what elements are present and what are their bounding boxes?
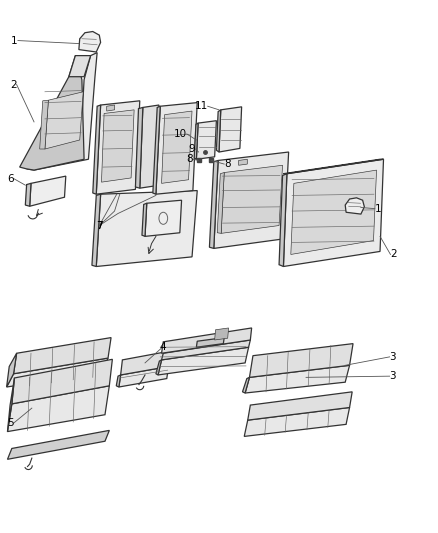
Polygon shape	[156, 103, 197, 194]
Text: 7: 7	[96, 221, 102, 231]
Polygon shape	[245, 365, 350, 393]
Text: 6: 6	[7, 174, 14, 183]
Polygon shape	[96, 101, 140, 194]
Polygon shape	[93, 105, 101, 194]
Text: 1: 1	[11, 36, 18, 45]
Polygon shape	[7, 358, 108, 387]
Polygon shape	[216, 110, 221, 152]
Polygon shape	[102, 110, 134, 182]
Polygon shape	[153, 106, 160, 194]
Polygon shape	[96, 191, 197, 266]
Polygon shape	[291, 170, 377, 254]
Text: 1: 1	[375, 204, 381, 214]
Polygon shape	[250, 344, 353, 377]
Polygon shape	[92, 194, 101, 266]
Polygon shape	[27, 53, 97, 170]
Text: 5: 5	[7, 418, 14, 428]
Polygon shape	[283, 159, 384, 266]
Polygon shape	[243, 377, 250, 393]
Polygon shape	[162, 340, 251, 360]
Polygon shape	[40, 100, 48, 149]
Polygon shape	[45, 92, 83, 149]
Text: 2: 2	[391, 249, 397, 260]
Polygon shape	[345, 198, 364, 214]
Polygon shape	[217, 173, 224, 233]
Polygon shape	[120, 351, 171, 375]
Text: 2: 2	[10, 79, 17, 90]
Polygon shape	[14, 337, 111, 374]
Text: 9: 9	[189, 144, 195, 154]
Text: 3: 3	[390, 371, 396, 381]
Polygon shape	[145, 200, 182, 236]
Polygon shape	[7, 378, 14, 432]
Polygon shape	[135, 108, 143, 188]
Text: 8: 8	[224, 159, 231, 169]
Polygon shape	[30, 176, 66, 206]
Text: 3: 3	[390, 352, 396, 362]
Text: 11: 11	[194, 101, 208, 111]
Polygon shape	[69, 55, 91, 77]
Text: 7: 7	[96, 221, 102, 231]
Polygon shape	[119, 367, 169, 387]
Polygon shape	[142, 203, 147, 236]
Polygon shape	[20, 55, 84, 170]
Polygon shape	[7, 430, 109, 459]
Polygon shape	[215, 328, 229, 340]
Polygon shape	[221, 165, 283, 233]
Polygon shape	[248, 392, 352, 420]
Polygon shape	[196, 337, 224, 347]
Text: 4: 4	[159, 342, 166, 352]
Text: 8: 8	[186, 154, 193, 164]
Polygon shape	[283, 159, 384, 174]
Polygon shape	[209, 160, 218, 248]
Polygon shape	[7, 353, 17, 387]
Polygon shape	[107, 105, 115, 111]
Polygon shape	[196, 120, 216, 159]
Polygon shape	[116, 375, 120, 387]
Polygon shape	[214, 152, 289, 248]
Polygon shape	[79, 31, 101, 52]
Polygon shape	[25, 183, 31, 206]
Polygon shape	[162, 328, 252, 353]
Text: 10: 10	[174, 129, 187, 139]
Polygon shape	[239, 159, 247, 165]
Polygon shape	[140, 105, 159, 188]
Polygon shape	[219, 107, 242, 152]
Polygon shape	[244, 408, 350, 437]
Polygon shape	[12, 359, 113, 404]
Polygon shape	[156, 360, 162, 375]
Polygon shape	[162, 111, 192, 183]
Polygon shape	[158, 347, 249, 375]
Polygon shape	[7, 386, 109, 432]
Polygon shape	[194, 123, 198, 159]
Polygon shape	[279, 174, 287, 266]
